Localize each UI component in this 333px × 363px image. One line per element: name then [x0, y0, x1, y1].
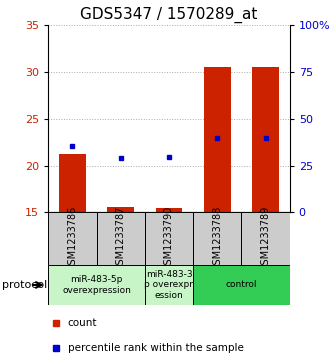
Text: GSM1233788: GSM1233788	[212, 206, 222, 271]
Bar	[252, 66, 279, 212]
Text: miR-483-3
p overexpr
ession: miR-483-3 p overexpr ession	[145, 270, 193, 300]
Bar	[204, 68, 230, 212]
Title: GDS5347 / 1570289_at: GDS5347 / 1570289_at	[80, 7, 258, 23]
Text: GSM1233787: GSM1233787	[116, 206, 126, 272]
Bar	[59, 154, 86, 212]
Text: miR-483-5p
overexpression: miR-483-5p overexpression	[62, 275, 131, 295]
Bar	[156, 208, 182, 212]
Bar	[193, 212, 241, 265]
Text: GSM1233786: GSM1233786	[67, 206, 78, 271]
Bar	[48, 212, 97, 265]
Text: count: count	[68, 318, 97, 328]
Bar	[48, 265, 145, 305]
Text: protocol: protocol	[2, 280, 47, 290]
Bar	[145, 265, 193, 305]
Text: percentile rank within the sample: percentile rank within the sample	[68, 343, 243, 353]
Text: control: control	[226, 281, 257, 289]
Bar	[193, 265, 290, 305]
Bar	[97, 212, 145, 265]
Bar	[241, 212, 290, 265]
Bar	[108, 207, 134, 212]
Text: GSM1233789: GSM1233789	[260, 206, 271, 271]
Text: GSM1233790: GSM1233790	[164, 206, 174, 271]
Bar	[145, 212, 193, 265]
